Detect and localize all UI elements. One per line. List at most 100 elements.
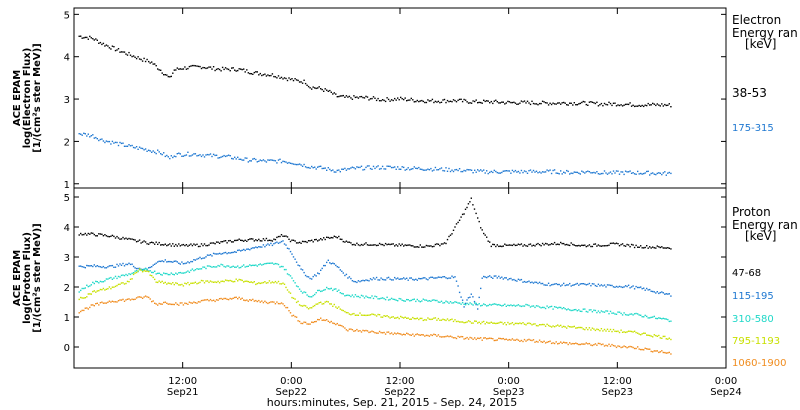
data-point: [502, 337, 504, 340]
data-point: [163, 244, 165, 246]
data-point: [176, 273, 178, 275]
data-point: [191, 282, 194, 284]
data-point: [395, 317, 397, 319]
data-point: [318, 289, 320, 292]
data-point: [501, 276, 503, 278]
data-point: [249, 264, 251, 266]
data-point: [279, 283, 281, 285]
data-point: [591, 245, 594, 248]
data-point: [158, 280, 160, 282]
data-point: [80, 133, 82, 135]
data-point: [78, 133, 80, 135]
data-point: [461, 213, 464, 216]
data-point: [187, 245, 189, 247]
data-point: [265, 282, 268, 284]
data-point: [135, 267, 138, 270]
data-point: [504, 277, 506, 279]
data-point: [217, 157, 219, 159]
data-point: [522, 101, 524, 103]
data-point: [579, 326, 581, 329]
data-point: [656, 172, 658, 175]
data-point: [474, 320, 476, 322]
data-point: [329, 321, 331, 324]
data-point: [578, 244, 580, 247]
data-point: [487, 304, 489, 307]
data-point: [267, 159, 269, 161]
data-point: [369, 331, 372, 333]
data-point: [221, 155, 224, 158]
data-point: [292, 79, 295, 82]
data-point: [178, 304, 180, 306]
data-point: [221, 264, 224, 266]
data-point: [342, 272, 344, 274]
data-point: [209, 280, 212, 282]
data-point: [259, 240, 261, 242]
data-point: [182, 263, 185, 265]
electron-legend-entry-38-53: 38-53: [732, 86, 767, 100]
data-point: [111, 278, 114, 280]
data-point: [422, 100, 424, 103]
data-point: [332, 322, 334, 324]
data-point: [345, 294, 348, 297]
data-point: [190, 243, 192, 245]
data-point: [516, 280, 518, 282]
data-point: [662, 172, 664, 174]
data-point: [579, 283, 581, 285]
data-point: [318, 319, 320, 321]
data-point: [584, 244, 586, 246]
data-point: [407, 99, 409, 101]
data-point: [581, 244, 583, 246]
data-point: [448, 335, 450, 338]
data-point: [347, 168, 349, 170]
data-point: [298, 320, 301, 323]
data-point: [169, 303, 171, 305]
data-point: [129, 278, 132, 280]
data-point: [421, 168, 423, 171]
data-point: [362, 169, 364, 171]
data-point: [151, 266, 153, 268]
data-point: [626, 171, 628, 173]
data-point: [412, 316, 414, 319]
data-point: [339, 238, 341, 240]
data-point: [623, 173, 625, 176]
data-point: [243, 299, 245, 301]
data-point: [638, 104, 640, 107]
data-point: [224, 279, 227, 281]
data-point: [602, 285, 604, 287]
data-point: [306, 166, 308, 169]
data-point: [344, 327, 346, 329]
data-point: [232, 251, 234, 254]
data-point: [247, 265, 249, 267]
data-point: [131, 55, 133, 58]
data-point: [624, 346, 627, 348]
data-point: [158, 302, 160, 305]
data-point: [312, 321, 314, 324]
data-point: [398, 243, 400, 245]
data-point: [419, 100, 421, 102]
data-point: [374, 314, 376, 316]
data-point: [416, 333, 418, 335]
data-point: [351, 329, 354, 331]
data-point: [618, 173, 621, 175]
data-point: [318, 302, 320, 304]
data-point: [146, 296, 148, 298]
data-point: [303, 240, 305, 243]
data-point: [608, 313, 610, 315]
data-point: [617, 243, 619, 245]
data-point: [273, 301, 275, 303]
data-point: [255, 246, 257, 248]
data-point: [436, 101, 438, 103]
electron-series-38-53: [78, 35, 672, 108]
data-point: [255, 299, 257, 302]
data-point: [87, 133, 89, 135]
data-point: [345, 311, 348, 314]
data-point: [593, 243, 595, 245]
data-point: [374, 167, 376, 170]
data-point: [235, 296, 237, 298]
data-point: [439, 276, 441, 278]
data-point: [218, 282, 221, 284]
data-point: [327, 167, 329, 169]
data-point: [157, 304, 159, 306]
data-point: [110, 48, 112, 50]
data-point: [113, 142, 115, 144]
